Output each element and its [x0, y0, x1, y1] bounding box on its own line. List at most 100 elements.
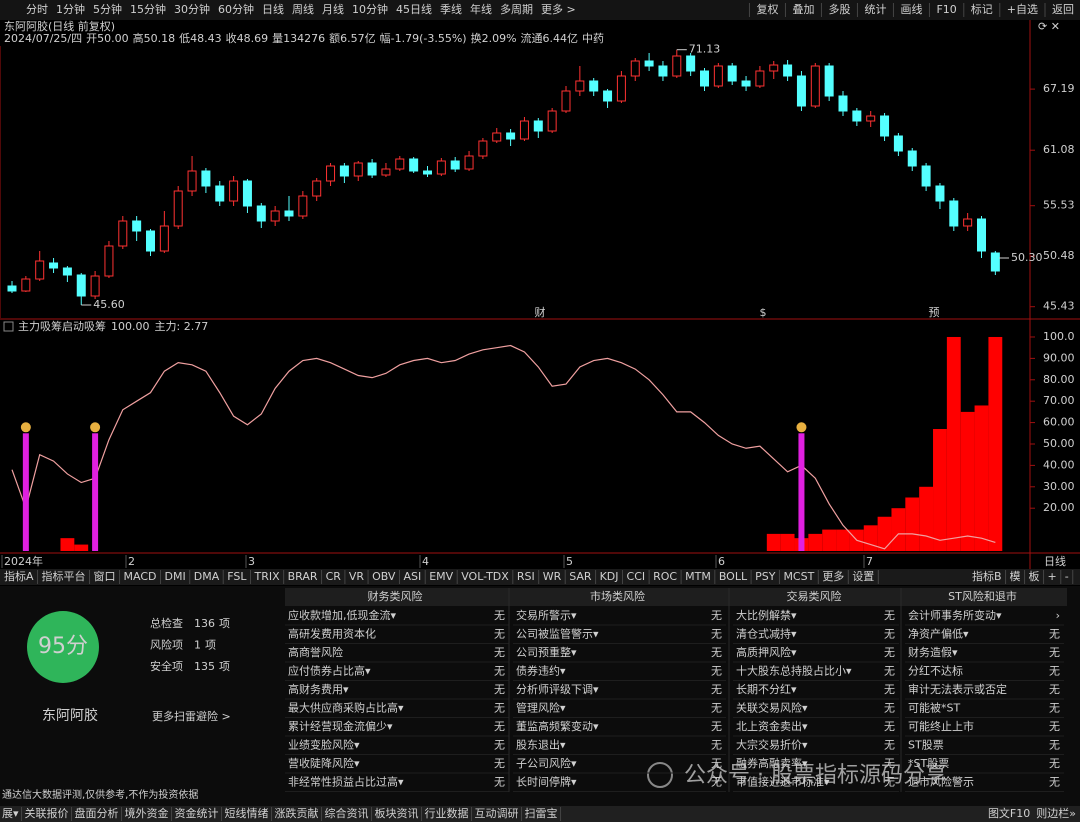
action-button[interactable]: +自选 — [1007, 3, 1038, 16]
action-button[interactable]: 画线 — [900, 2, 922, 16]
indicator-tab[interactable]: CR — [326, 570, 342, 583]
indicator-tab[interactable]: DMI — [165, 570, 186, 583]
risk-item[interactable]: 退市风险警示 — [908, 775, 974, 789]
period-button[interactable]: 年线 — [470, 2, 492, 16]
indicator-tab[interactable]: KDJ — [600, 570, 619, 583]
risk-item[interactable]: 公司预重整▾ — [516, 645, 577, 659]
risk-item[interactable]: 高商誉风险 — [288, 645, 343, 659]
indicator-tab[interactable]: ROC — [653, 570, 677, 583]
indicator-tab[interactable]: TRIX — [253, 570, 280, 583]
risk-item[interactable]: 业绩变脸风险▾ — [288, 738, 360, 752]
indicator-tab[interactable]: RSI — [517, 570, 535, 583]
risk-item[interactable]: 长时间停牌▾ — [516, 775, 577, 789]
event-marker[interactable]: 财 — [535, 305, 546, 319]
period-button[interactable]: 更多 > — [541, 2, 576, 16]
more-link[interactable]: 更多扫雷避险 > — [152, 709, 231, 723]
indicator-tab[interactable]: OBV — [372, 570, 396, 583]
risk-item[interactable]: 大宗交易折价▾ — [736, 738, 808, 752]
risk-item[interactable]: 非经常性损益占比过高▾ — [288, 775, 404, 789]
indicator-tab[interactable]: DMA — [194, 570, 220, 583]
indicator-tab[interactable]: 更多 — [822, 569, 844, 583]
risk-item[interactable]: 长期不分红▾ — [736, 683, 797, 696]
risk-item[interactable]: ST股票 — [908, 739, 944, 752]
indicator-tab[interactable]: MCST — [783, 570, 814, 583]
indicator-tab[interactable]: WR — [543, 570, 562, 583]
indicator-tab[interactable]: ASI — [403, 570, 421, 583]
period-button[interactable]: 周线 — [292, 2, 314, 16]
taskbar-tab[interactable]: 综合资讯 — [325, 806, 369, 820]
taskbar-tab[interactable]: 图文F10 — [988, 806, 1030, 820]
risk-item[interactable]: 子公司风险▾ — [516, 756, 577, 770]
indicator-tab[interactable]: PSY — [755, 570, 776, 583]
period-button[interactable]: 多周期 — [500, 2, 533, 16]
indicator-tab[interactable]: - — [1065, 570, 1069, 583]
risk-item[interactable]: 关联交易风险▾ — [736, 701, 808, 715]
indicator-tab[interactable]: 指标A — [4, 569, 34, 583]
risk-item[interactable]: 分析师评级下调▾ — [516, 682, 599, 696]
indicator-tab[interactable]: 设置 — [852, 570, 874, 583]
period-button[interactable]: 分时 — [26, 3, 48, 16]
indicator-tab[interactable]: CCI — [627, 570, 646, 583]
taskbar-tab[interactable]: 扫雷宝 — [525, 806, 558, 820]
indicator-tab[interactable]: BRAR — [288, 570, 318, 583]
indicator-tab[interactable]: FSL — [227, 570, 247, 583]
event-marker[interactable]: $ — [760, 306, 767, 319]
period-button[interactable]: 45日线 — [396, 2, 432, 16]
risk-item[interactable]: 高质押风险▾ — [736, 645, 797, 659]
risk-item[interactable]: 应付债券占比高▾ — [288, 664, 371, 678]
indicator-tab[interactable]: BOLL — [719, 570, 748, 583]
period-button[interactable]: 1分钟 — [56, 2, 85, 16]
risk-item[interactable]: 股东退出▾ — [516, 738, 566, 752]
risk-item[interactable]: 管理风险▾ — [516, 701, 566, 715]
indicator-tab[interactable]: 板 — [1029, 569, 1040, 583]
action-button[interactable]: 多股 — [828, 2, 850, 16]
period-button[interactable]: 10分钟 — [352, 2, 388, 16]
risk-item[interactable]: 财务造假▾ — [908, 645, 958, 659]
risk-item[interactable]: 融券高融卖率▾ — [736, 756, 808, 770]
taskbar-tab[interactable]: 展▾ — [2, 807, 19, 820]
risk-item[interactable]: 可能终止上市 — [908, 719, 974, 733]
risk-item[interactable]: 分红不达标 — [908, 664, 963, 678]
risk-item[interactable]: 大比例解禁▾ — [736, 608, 797, 622]
event-marker[interactable]: 预 — [929, 306, 940, 319]
risk-item[interactable]: *ST股票 — [908, 757, 949, 770]
indicator-tab[interactable]: 指标B — [972, 569, 1002, 583]
risk-item[interactable]: 董监高频繁变动▾ — [516, 719, 599, 733]
risk-item[interactable]: 高研发费用资本化 — [288, 627, 376, 641]
taskbar-tab[interactable]: 境外资金 — [125, 806, 169, 820]
indicator-tab[interactable]: 指标平台 — [42, 569, 86, 583]
risk-item[interactable]: 最大供应商采购占比高▾ — [288, 701, 404, 715]
taskbar-tab[interactable]: 短线情绪 — [225, 806, 269, 820]
indicator-tab[interactable]: + — [1048, 570, 1057, 583]
indicator-tab[interactable]: MACD — [124, 570, 157, 583]
action-button[interactable]: 叠加 — [792, 3, 814, 16]
risk-item[interactable]: 债券违约▾ — [516, 664, 566, 678]
action-button[interactable]: 返回 — [1052, 3, 1074, 16]
period-button[interactable]: 60分钟 — [218, 2, 254, 16]
indicator-tab[interactable]: MTM — [685, 570, 711, 583]
period-button[interactable]: 5分钟 — [93, 2, 122, 16]
period-button[interactable]: 月线 — [322, 2, 344, 16]
indicator-tab[interactable]: SAR — [569, 570, 592, 583]
action-button[interactable]: F10 — [936, 3, 956, 16]
risk-item[interactable]: 公司被监管警示▾ — [516, 627, 599, 641]
indicator-tab[interactable]: VR — [349, 570, 365, 583]
period-button[interactable]: 季线 — [440, 2, 462, 16]
period-button[interactable]: 15分钟 — [130, 2, 166, 16]
risk-item[interactable]: 北上资金卖出▾ — [736, 719, 808, 733]
taskbar-tab[interactable]: 关联报价 — [25, 806, 69, 820]
risk-item[interactable]: 十大股东总持股占比小▾ — [736, 664, 852, 678]
period-button[interactable]: 30分钟 — [174, 2, 210, 16]
risk-item[interactable]: 应收款增加,低现金流▾ — [288, 608, 396, 622]
taskbar-tab[interactable]: 资金统计 — [175, 806, 219, 820]
action-button[interactable]: 统计 — [864, 3, 886, 16]
indicator-tab[interactable]: EMV — [429, 570, 453, 583]
risk-item[interactable]: 净资产偏低▾ — [908, 627, 969, 641]
action-button[interactable]: 复权 — [756, 2, 778, 16]
taskbar-tab[interactable]: 行业数据 — [425, 806, 469, 820]
indicator-tab[interactable]: VOL-TDX — [461, 570, 509, 583]
taskbar-tab[interactable]: 盘面分析 — [75, 806, 119, 820]
window-icons[interactable]: ⟳ ✕ — [1038, 20, 1060, 33]
indicator-tab[interactable]: 窗口 — [94, 569, 116, 583]
risk-item[interactable]: 审计无法表示或否定 — [908, 682, 1007, 696]
